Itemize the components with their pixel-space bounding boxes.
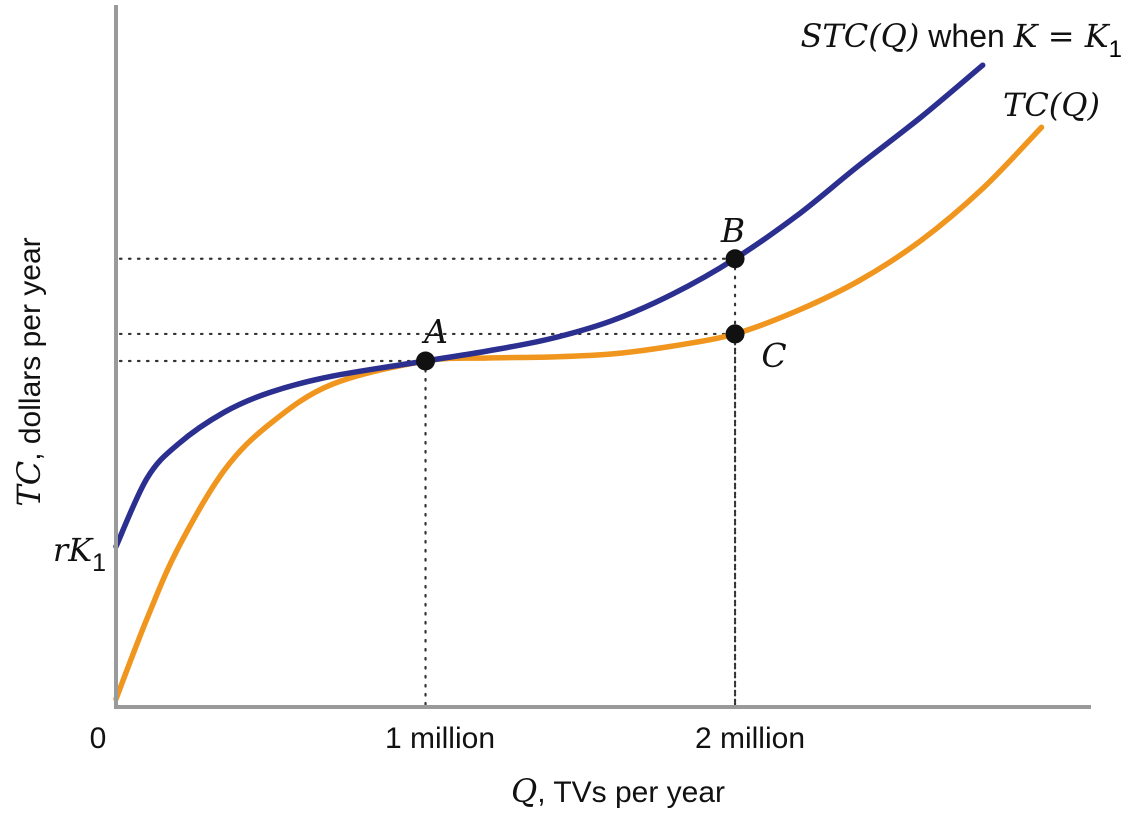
x-axis-label-var: Q [511,772,537,810]
stc-label-sub: 1 [1109,36,1122,63]
point-c-label: C [761,336,786,375]
stc-label-main: STC(Q) [800,17,919,55]
stc-label-var: K = K [1013,17,1111,55]
tc-curve [113,124,1045,702]
y-axis-label-var: TC [10,461,48,507]
point-b-label: B [720,211,745,250]
x-axis-label-text: , TVs per year [537,776,725,809]
y-axis-label-text: , dollars per year [14,237,47,460]
rk1-label-var: rK [53,531,94,569]
point-a-marker [416,351,436,371]
stc-curve-label: STC(Q) when K = K1 [800,17,1122,63]
x-tick-0: 0 [90,722,107,755]
stc-curve [113,62,986,550]
point-a-label: A [421,312,448,351]
rk1-label-sub: 1 [92,549,106,577]
point-c-marker [725,324,745,344]
stc-label-mid: when [919,18,1013,54]
tc-curve-label: TC(Q) [1003,86,1100,124]
y-axis-label: TC, dollars per year [10,237,48,506]
rk1-label: rK1 [53,531,106,577]
x-tick-1-million: 1 million [385,722,495,755]
x-axis-label: Q, TVs per year [511,772,725,810]
x-tick-2-million: 2 million [695,722,805,755]
point-b-marker [725,249,745,269]
